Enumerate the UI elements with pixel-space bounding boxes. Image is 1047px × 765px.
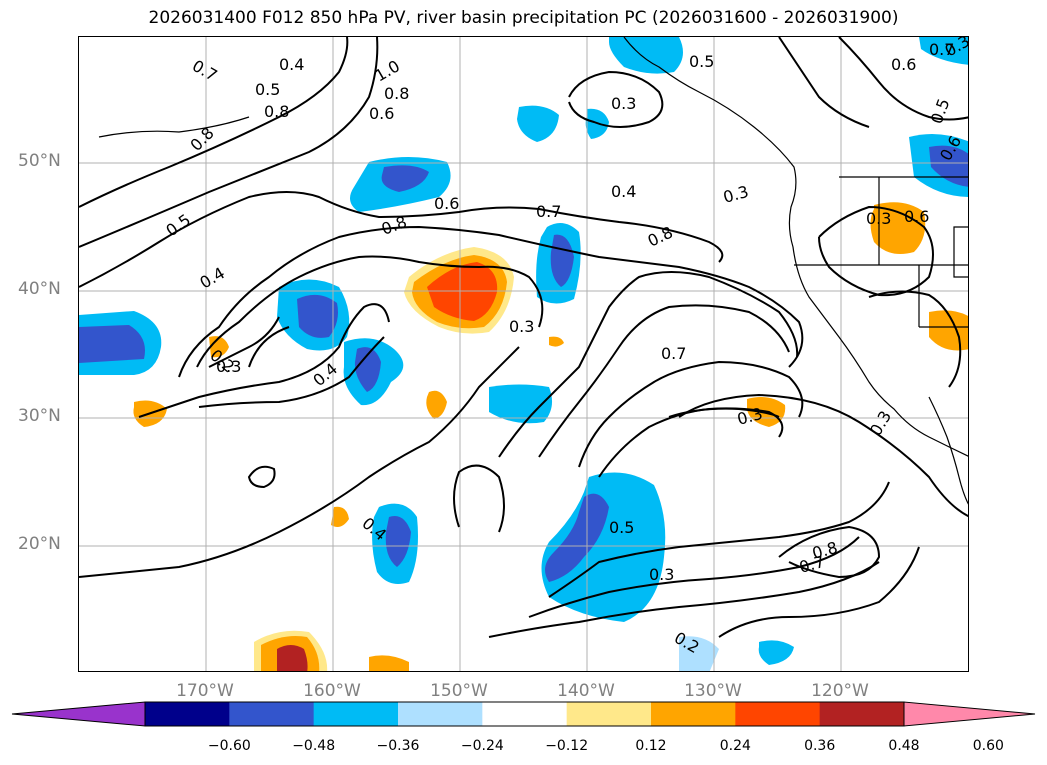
contour-label: 0.4: [197, 263, 229, 292]
colorbar-tick-label: 0.60: [972, 738, 1004, 754]
contour-label: 0.7: [536, 202, 561, 221]
colorbar-segment: [145, 702, 230, 726]
contour-label: 0.3: [216, 357, 241, 376]
lat-label-20n: 20°N: [18, 534, 61, 554]
anomaly-blue-mid: [489, 384, 553, 424]
map-canvas: 0.7 0.4 0.5 0.8 1.0 0.8 0.6 0.8 0.5 0.4 …: [79, 37, 968, 671]
anomaly-orange-bottom-2: [369, 655, 409, 671]
map-title: 2026031400 F012 850 hPa PV, river basin …: [148, 8, 899, 28]
contour-label: 0.3: [866, 407, 895, 439]
lat-label-50n: 50°N: [18, 151, 61, 171]
lon-label-140w: 140°W: [557, 681, 615, 701]
contour-label: 0.6: [904, 207, 929, 226]
contour-label: 0.3: [649, 565, 674, 584]
contour-label: 0.6: [891, 55, 916, 74]
colorbar-tick-label: −0.24: [460, 738, 504, 754]
coastlines: [98, 37, 968, 505]
contour-label: 0.3: [735, 404, 765, 429]
contour-label: 0.5: [609, 518, 634, 537]
colorbar-tick-label: 0.24: [719, 738, 751, 754]
contour-label: 0.5: [162, 210, 194, 240]
colorbar-tick-label: −0.12: [545, 738, 589, 754]
colorbar: [11, 701, 1036, 727]
contour-label: 0.5: [927, 96, 954, 126]
colorbar-segment: [398, 702, 483, 726]
contour-label: 0.8: [186, 123, 217, 154]
anomaly-orange-mid: [426, 390, 447, 419]
contour-label: 0.3: [721, 182, 751, 207]
contour-label: 0.3: [509, 317, 534, 336]
colorbar-extend-high: [904, 702, 1035, 726]
lon-label-160w: 160°W: [303, 681, 361, 701]
colorbar-extend-low: [12, 702, 145, 726]
map-panel: 0.7 0.4 0.5 0.8 1.0 0.8 0.6 0.8 0.5 0.4 …: [78, 36, 969, 672]
contour-label: 0.7: [189, 56, 221, 85]
colorbar-segment: [735, 702, 821, 726]
contour-label: 0.6: [369, 104, 394, 123]
pv-contours: [79, 37, 968, 638]
anomaly-dark-west: [79, 325, 145, 363]
anomaly-dark-160w: [297, 294, 338, 338]
anomaly-dark-157w-south: [385, 516, 411, 567]
colorbar-tick-label: −0.60: [207, 738, 251, 754]
anomaly-blue-topright: [919, 37, 968, 65]
positive-anomaly-areas: [133, 202, 968, 671]
anomaly-dark-south-center: [545, 493, 609, 582]
anomaly-orange-east: [870, 202, 926, 255]
colorbar-tick-label: 0.12: [635, 738, 667, 754]
anomaly-blue-top-center: [609, 37, 683, 74]
lon-label-130w: 130°W: [684, 681, 742, 701]
contour-label: 0.4: [611, 182, 636, 201]
anomaly-dark-155w: [354, 347, 381, 392]
anomaly-blue-south-center: [541, 472, 666, 622]
colorbar-tick-label: 0.36: [804, 738, 836, 754]
contour-label: 0.8: [384, 84, 409, 103]
anomaly-orange-tiny: [549, 336, 564, 347]
lon-label-120w: 120°W: [811, 681, 869, 701]
lat-label-30n: 30°N: [18, 406, 61, 426]
anomaly-lightblue-sw: [679, 636, 719, 671]
colorbar-segment: [313, 702, 399, 726]
anomaly-orange-far-east: [929, 310, 968, 351]
lon-label-150w: 150°W: [430, 681, 488, 701]
contour-label: 0.6: [434, 194, 459, 213]
contour-label: 0.5: [255, 80, 280, 99]
contour-label: 0.7: [929, 40, 954, 59]
anomaly-orange-south-west: [331, 506, 349, 527]
anomaly-darkred-bottom: [277, 645, 308, 671]
contour-label: 0.5: [689, 52, 714, 71]
contour-label: 0.8: [264, 102, 289, 121]
colorbar-tick-label: 0.48: [888, 738, 920, 754]
lon-label-170w: 170°W: [176, 681, 234, 701]
colorbar-tick-label: −0.48: [292, 738, 336, 754]
contour-label: 0.3: [866, 209, 891, 228]
negative-anomaly-areas: [79, 37, 968, 671]
contour-label: 0.7: [661, 344, 686, 363]
anomaly-dark-north: [381, 165, 429, 192]
colorbar-tick-label: −0.36: [376, 738, 420, 754]
colorbar-segment: [482, 702, 568, 726]
contour-label: 0.4: [279, 55, 304, 74]
anomaly-lightblue-se: [758, 640, 794, 665]
anomaly-blue-ne-small: [517, 105, 559, 142]
contour-label: 0.3: [611, 94, 636, 113]
colorbar-segment: [819, 702, 905, 726]
lat-label-40n: 40°N: [18, 279, 61, 299]
colorbar-segment: [566, 702, 652, 726]
colorbar-segment: [229, 702, 315, 726]
colorbar-segment: [651, 702, 736, 726]
